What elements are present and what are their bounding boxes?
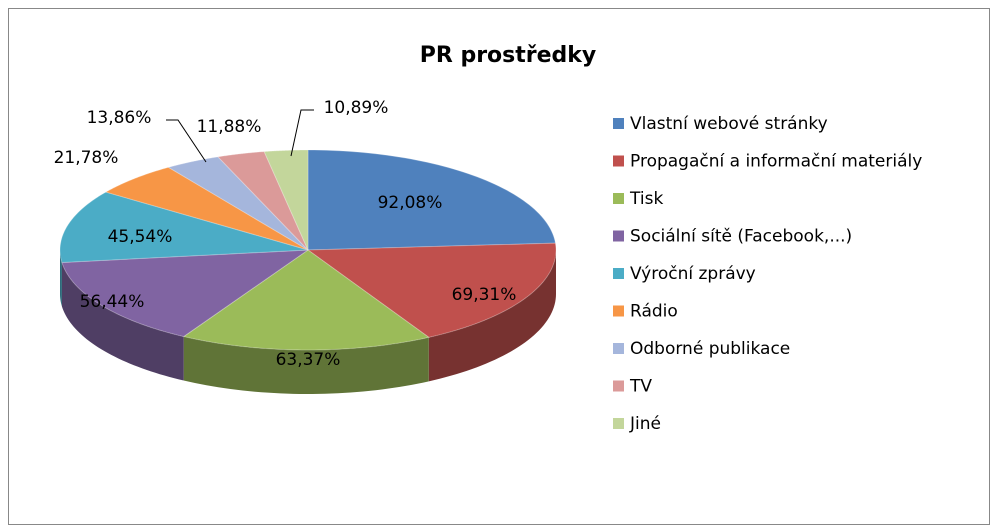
slice [263,149,309,251]
legend-swatch [613,268,624,279]
legend-swatch [613,343,624,354]
data-label: 69,31% [452,285,517,305]
legend-swatch [613,155,624,167]
legend-label: Sociální sítě (Facebook,...) [630,227,852,247]
slice-side [428,250,556,382]
data-label: 56,44% [80,292,145,312]
data-label: 13,86% [87,108,152,128]
slice-side [61,262,184,381]
leader-line [166,119,207,163]
legend-label: Odborné publikace [630,339,790,359]
chart-title: PR prostředky [420,43,597,68]
legend-swatch [613,193,624,204]
slice [104,166,309,251]
data-label: 92,08% [378,193,443,213]
slice-side [183,336,429,394]
slice [182,249,430,351]
data-label: 45,54% [108,227,173,247]
plot-area: 92,08% 69,31% 63,37% 56,44% 45,54% 21,78% 13,8… [54,98,557,394]
slice [307,149,557,251]
legend-label: TV [629,377,652,397]
legend-label: Vlastní webové stránky [630,114,828,134]
legend-label: Propagační a informační materiály [630,152,922,172]
data-label: 11,88% [197,117,262,137]
legend-swatch [613,305,624,317]
legend-label: Tisk [629,189,663,209]
data-label: 21,78% [54,148,119,168]
slice [306,242,557,338]
slice [216,151,309,251]
data-label: 63,37% [276,350,341,370]
slice-side [60,250,62,307]
leader-line [290,109,314,157]
legend-swatch [613,380,624,392]
legend-swatch [613,418,624,429]
legend: Vlastní webové stránky Propagační a infor… [613,114,922,434]
slice [59,191,309,263]
legend-label: Jiné [629,414,661,434]
legend-swatch [613,118,624,129]
slice [167,156,309,251]
data-label: 10,89% [324,98,389,118]
legend-swatch [613,230,624,242]
slice [61,249,310,338]
legend-label: Výroční zprávy [630,264,756,284]
legend-label: Rádio [630,302,678,322]
